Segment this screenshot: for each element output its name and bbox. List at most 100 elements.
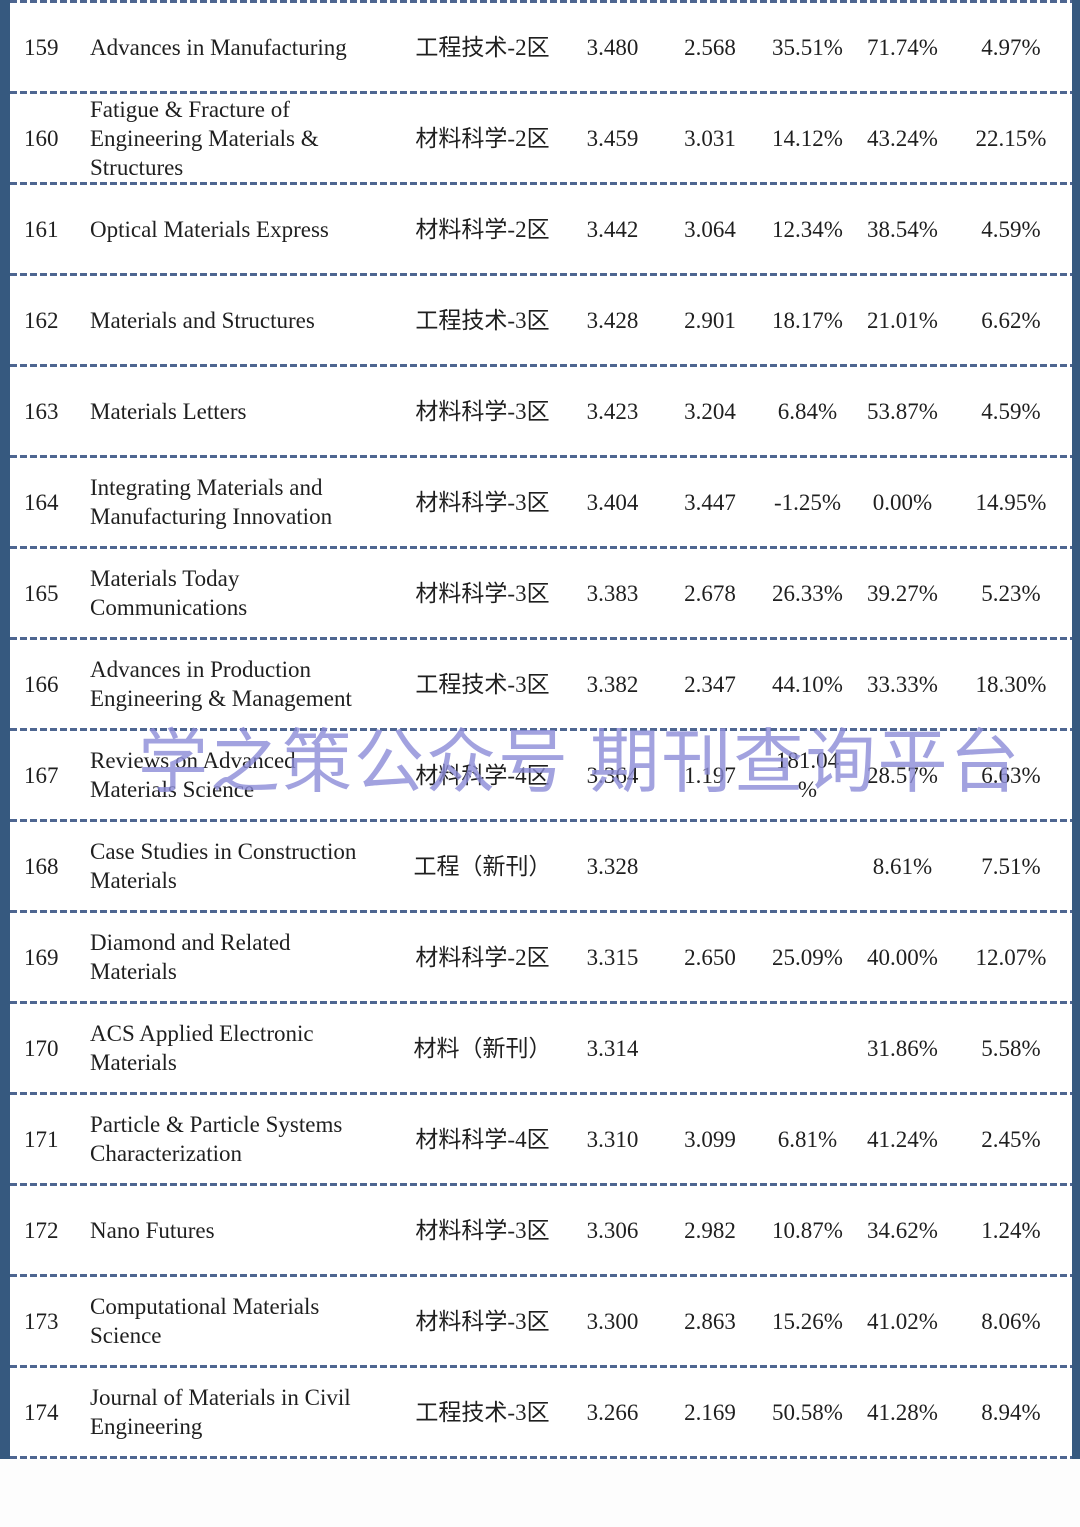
cell-value2: 3.099 (660, 1095, 760, 1183)
cell-value2-text: 2.901 (684, 307, 736, 333)
cell-category-text: 材料科学-4区 (415, 1126, 550, 1152)
cell-percent2: 41.02% (855, 1277, 950, 1365)
row-divider (10, 546, 1072, 549)
cell-percent2: 41.28% (855, 1368, 950, 1456)
cell-name-text: Nano Futures (90, 1217, 215, 1243)
cell-name-text: Particle & Particle Systems Characteriza… (90, 1112, 343, 1166)
cell-rank-text: 161 (24, 216, 59, 242)
cell-percent1: 14.12% (760, 94, 855, 182)
cell-value1-text: 3.314 (586, 1035, 639, 1061)
cell-rank: 164 (10, 458, 90, 546)
cell-percent1: 25.09% (760, 913, 855, 1001)
cell-rank: 160 (10, 94, 90, 182)
cell-rank-text: 166 (24, 671, 59, 697)
cell-percent3: 18.30% (950, 640, 1072, 728)
cell-name: Advances in Manufacturing (90, 3, 400, 91)
cell-percent3: 6.62% (950, 276, 1072, 364)
cell-name: Fatigue & Fracture of Engineering Materi… (90, 94, 400, 182)
cell-value1-text: 3.315 (586, 944, 639, 970)
cell-rank-text: 165 (24, 580, 59, 606)
row-divider (10, 182, 1072, 185)
cell-category: 工程技术-3区 (400, 276, 565, 364)
cell-percent3: 12.07% (950, 913, 1072, 1001)
cell-percent1: 35.51% (760, 3, 855, 91)
cell-value1-text: 3.442 (586, 216, 639, 242)
cell-percent1-text: 25.09% (772, 944, 843, 970)
cell-category: 工程技术-3区 (400, 640, 565, 728)
cell-value2-text: 2.863 (684, 1308, 736, 1334)
cell-percent2-text: 41.28% (867, 1399, 938, 1425)
cell-percent2-text: 39.27% (867, 580, 938, 606)
cell-name: Particle & Particle Systems Characteriza… (90, 1095, 400, 1183)
cell-name-text: Materials Letters (90, 398, 247, 424)
cell-name: Computational Materials Science (90, 1277, 400, 1365)
cell-name: Materials Today Communications (90, 549, 400, 637)
row-divider (10, 91, 1072, 94)
cell-percent2-text: 21.01% (867, 307, 938, 333)
cell-percent1: 44.10% (760, 640, 855, 728)
cell-percent3: 2.45% (950, 1095, 1072, 1183)
cell-value2-text: 2.169 (684, 1399, 736, 1425)
cell-value1: 3.328 (565, 822, 660, 910)
cell-value2: 3.204 (660, 367, 760, 455)
cell-category: 材料（新刊） (400, 1004, 565, 1092)
cell-percent2: 0.00% (855, 458, 950, 546)
table-row: 165 Materials Today Communications 材料科学-3区… (10, 549, 1072, 637)
cell-name: Journal of Materials in Civil Engineerin… (90, 1368, 400, 1456)
cell-name: Materials and Structures (90, 276, 400, 364)
cell-percent2: 39.27% (855, 549, 950, 637)
row-divider (10, 1092, 1072, 1095)
cell-rank: 173 (10, 1277, 90, 1365)
cell-value1-text: 3.382 (586, 671, 639, 697)
cell-category-text: 工程（新刊） (413, 853, 552, 879)
cell-category: 材料科学-3区 (400, 1186, 565, 1274)
cell-category: 材料科学-2区 (400, 94, 565, 182)
cell-value2-text: 3.447 (684, 489, 736, 515)
cell-percent3-text: 6.63% (981, 762, 1041, 788)
cell-name-text: Materials Today Communications (90, 566, 248, 620)
cell-percent2: 28.57% (855, 731, 950, 819)
cell-percent1-text: 10.87% (772, 1217, 843, 1243)
cell-value1-text: 3.266 (586, 1399, 639, 1425)
cell-percent3: 7.51% (950, 822, 1072, 910)
cell-category-text: 材料科学-2区 (415, 944, 550, 970)
cell-percent2: 71.74% (855, 3, 950, 91)
cell-value2-text: 3.099 (684, 1126, 736, 1152)
cell-name-text: Computational Materials Science (90, 1294, 320, 1348)
cell-percent3-text: 4.59% (981, 398, 1041, 424)
cell-percent3: 5.23% (950, 549, 1072, 637)
cell-rank: 163 (10, 367, 90, 455)
cell-value2-text: 2.982 (684, 1217, 736, 1243)
table-row: 161 Optical Materials Express 材料科学-2区 3.442… (10, 185, 1072, 273)
cell-percent1-text: 6.84% (777, 398, 838, 424)
cell-percent2: 34.62% (855, 1186, 950, 1274)
cell-percent3-text: 5.58% (981, 1035, 1041, 1061)
cell-value2: 2.982 (660, 1186, 760, 1274)
cell-percent3: 4.59% (950, 367, 1072, 455)
cell-percent2-text: 40.00% (867, 944, 938, 970)
row-divider (10, 455, 1072, 458)
cell-name-text: Fatigue & Fracture of Engineering Materi… (90, 96, 319, 180)
cell-percent3: 22.15% (950, 94, 1072, 182)
cell-rank: 161 (10, 185, 90, 273)
row-divider (10, 1001, 1072, 1004)
cell-percent2-text: 38.54% (867, 216, 938, 242)
cell-percent2-text: 41.24% (867, 1126, 938, 1152)
cell-rank-text: 172 (24, 1217, 59, 1243)
cell-percent2: 8.61% (855, 822, 950, 910)
table-row: 167 Reviews on Advanced Materials Science… (10, 731, 1072, 819)
cell-percent2: 33.33% (855, 640, 950, 728)
cell-name: Advances in Production Engineering & Man… (90, 640, 400, 728)
cell-value1: 3.404 (565, 458, 660, 546)
cell-value2-text: 3.204 (684, 398, 736, 424)
cell-rank-text: 163 (24, 398, 59, 424)
cell-value2: 2.678 (660, 549, 760, 637)
cell-value2: 2.347 (660, 640, 760, 728)
cell-value2 (660, 1004, 760, 1092)
cell-value2-text: 3.064 (684, 216, 736, 242)
cell-percent3-text: 8.94% (981, 1399, 1041, 1425)
cell-name-text: Advances in Manufacturing (90, 34, 347, 60)
cell-percent3-text: 1.24% (981, 1217, 1041, 1243)
cell-category-text: 材料科学-3区 (415, 1217, 550, 1243)
